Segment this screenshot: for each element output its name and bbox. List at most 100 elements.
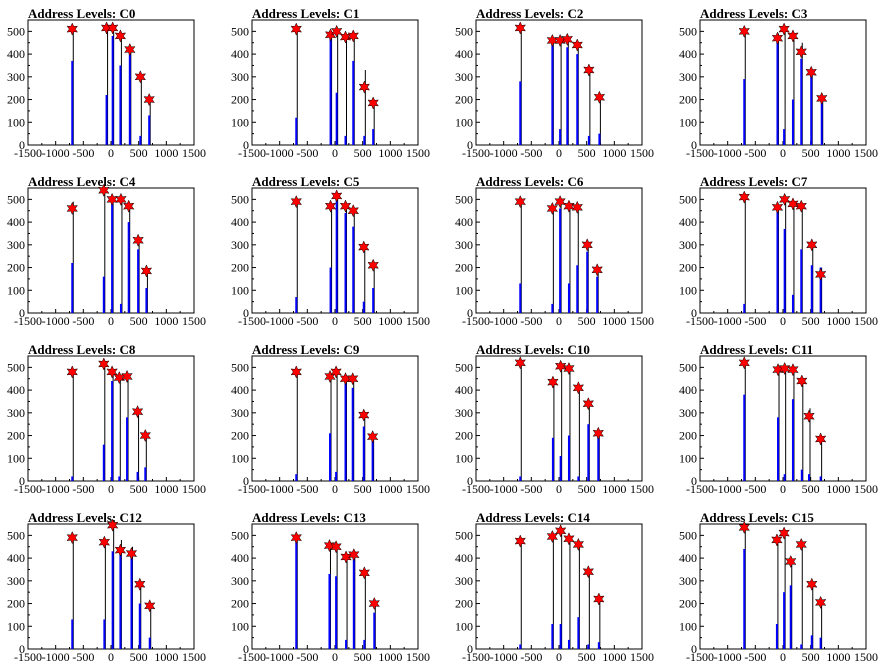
x-tick-label: 0 [332, 314, 338, 328]
peak-marker [514, 195, 526, 209]
x-tick-label: -500 [72, 482, 94, 496]
y-tick-label: 0 [467, 642, 473, 656]
y-tick-label: 300 [231, 574, 249, 588]
peak-marker [114, 543, 127, 557]
y-tick-label: 300 [7, 238, 25, 252]
y-tick-label: 100 [231, 283, 249, 297]
peak-marker [738, 24, 750, 38]
peak-marker [131, 405, 144, 419]
peak-marker [554, 524, 567, 538]
peak-marker [106, 21, 119, 35]
plot-frame [699, 19, 867, 146]
y-tick-label: 500 [679, 24, 697, 38]
chart-panel: Address Levels: C3 100 200 300 400 500 0 -1500-… [672, 0, 896, 168]
histogram-blue-bar [344, 381, 347, 481]
y-tick-label: 0 [19, 642, 25, 656]
y-tick-label: 300 [679, 406, 697, 420]
chart-panel: Address Levels: C1 100 200 300 400 500 0 -1500-… [224, 0, 448, 168]
y-tick-label: 400 [7, 551, 25, 565]
histogram-blue-bar [363, 639, 366, 649]
histogram-blue-bar [587, 135, 590, 145]
histogram-blue-bar [776, 35, 779, 146]
peak-marker [787, 197, 799, 211]
plot-frame [475, 187, 643, 314]
x-tick-label: 0 [332, 482, 338, 496]
peak-marker [771, 31, 784, 45]
peak-marker [290, 22, 302, 36]
y-tick-label: 0 [19, 474, 25, 488]
histogram-blue-bar [577, 476, 580, 481]
peak-marker [330, 365, 342, 379]
histogram-blue-bar [363, 135, 366, 145]
peak-marker [738, 356, 750, 370]
peak-marker [591, 263, 603, 277]
histogram-blue-bar [373, 612, 376, 649]
x-tick-label: 1500 [406, 146, 430, 160]
histogram-blue-bar [598, 133, 601, 145]
peak-marker [330, 189, 343, 203]
peak-marker [738, 520, 750, 535]
x-tick-label: -1000 [42, 314, 70, 328]
histogram-blue-bar [776, 208, 779, 313]
plot-frame [251, 187, 419, 314]
y-tick-label: 400 [455, 47, 473, 61]
plot-frame [699, 187, 867, 314]
y-tick-label: 500 [231, 24, 249, 38]
histogram-blue-bar [551, 437, 554, 481]
y-tick-label: 200 [679, 429, 697, 443]
histogram-blue-bar [372, 288, 375, 313]
histogram-blue-bar [138, 603, 141, 649]
histogram-blue-bar [819, 637, 822, 649]
x-tick-label: 1500 [406, 314, 430, 328]
peak-marker [778, 192, 791, 206]
x-tick-label: -1500 [686, 314, 714, 328]
x-tick-label: -1000 [266, 314, 294, 328]
peak-marker [546, 33, 559, 48]
y-tick-label: 200 [7, 429, 25, 443]
x-tick-label: 500 [354, 146, 372, 160]
chart-title: Address Levels: C10 [476, 342, 590, 357]
histogram-blue-bar [551, 40, 554, 145]
y-tick-label: 200 [231, 429, 249, 443]
chart-panel: Address Levels: C8 100 200 300 400 500 0 -1500-… [0, 336, 224, 504]
peak-marker [367, 258, 379, 272]
peak-marker [814, 595, 827, 610]
peak-marker [546, 201, 559, 216]
chart-panel: Address Levels: C13 100 200 300 400 500 0 -1500… [224, 504, 448, 672]
peak-marker [778, 361, 791, 376]
peak-marker [358, 240, 370, 254]
y-tick-label: 500 [679, 192, 697, 206]
peak-marker [121, 369, 133, 384]
x-tick-label: -1000 [42, 146, 70, 160]
x-tick-label: 1000 [602, 482, 626, 496]
histogram-blue-bar [783, 228, 786, 313]
histogram-blue-bar [783, 474, 786, 481]
x-tick-label: -1000 [714, 650, 742, 664]
x-tick-label: -1500 [462, 146, 490, 160]
x-tick-label: 500 [354, 482, 372, 496]
peak-marker [115, 192, 127, 206]
histogram-blue-bar [808, 474, 811, 481]
chart-panel: Address Levels: C10 100 200 300 400 500 0 -1500… [448, 336, 672, 504]
peak-marker [132, 233, 144, 247]
histogram-blue-bar [144, 467, 147, 481]
chart-panel: Address Levels: C9 100 200 300 400 500 0 -1500-… [224, 336, 448, 504]
histogram-blue-bar [329, 267, 332, 313]
peak-marker [593, 592, 605, 606]
y-tick-label: 300 [231, 406, 249, 420]
y-tick-label: 400 [231, 47, 249, 61]
x-tick-label: 500 [130, 650, 148, 664]
y-tick-label: 200 [455, 261, 473, 275]
y-tick-label: 100 [455, 451, 473, 465]
y-tick-label: 0 [243, 474, 249, 488]
x-tick-label: 1000 [154, 314, 178, 328]
peak-marker [583, 63, 595, 77]
peak-marker [572, 381, 585, 395]
y-tick-label: 500 [455, 24, 473, 38]
x-tick-label: -500 [72, 314, 94, 328]
histogram-blue-bar [130, 553, 133, 649]
peak-marker [805, 65, 817, 79]
